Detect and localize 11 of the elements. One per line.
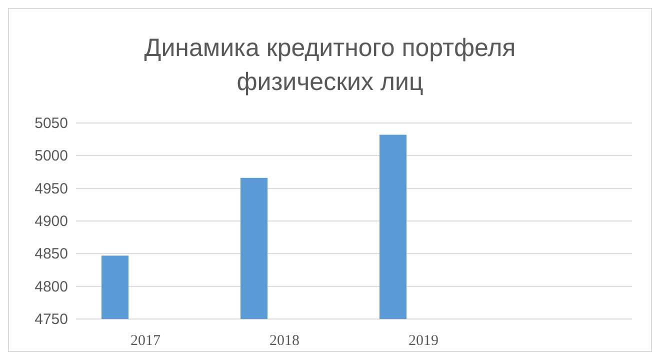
y-tick-label: 4800 (34, 278, 68, 296)
y-tick-label: 5000 (34, 148, 68, 165)
y-tick-label: 5050 (34, 115, 68, 132)
y-tick-label: 4750 (34, 311, 68, 328)
x-tick-label: 2018 (270, 333, 300, 349)
chart-title: Динамика кредитного портфеля физических лиц (144, 34, 516, 96)
y-tick-label: 4950 (34, 180, 68, 198)
x-tick-label: 2017 (130, 333, 161, 349)
x-tick-label: 2019 (408, 333, 438, 349)
y-tick-label: 4900 (34, 213, 68, 230)
y-tick-label: 4850 (34, 246, 68, 263)
